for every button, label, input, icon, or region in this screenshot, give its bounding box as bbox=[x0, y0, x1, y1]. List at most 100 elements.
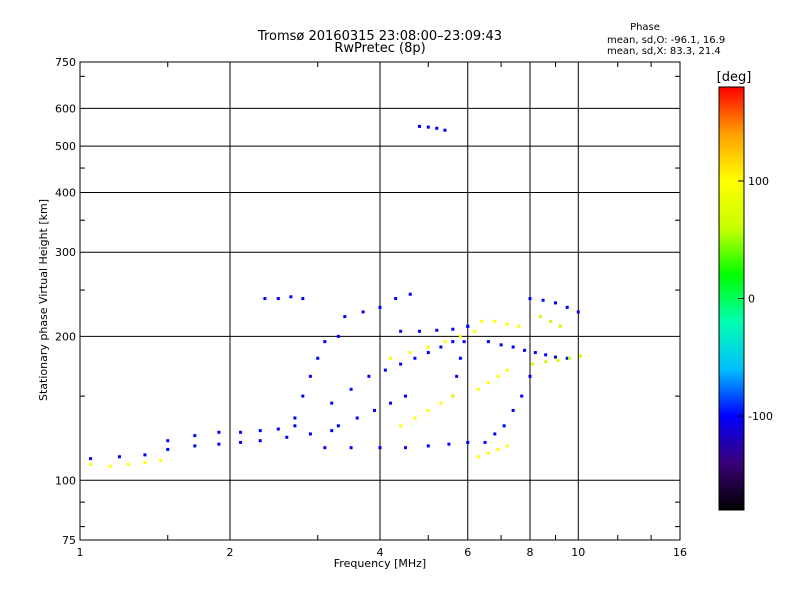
data-point bbox=[556, 359, 560, 363]
data-point bbox=[451, 327, 455, 331]
data-point bbox=[403, 394, 407, 398]
data-point bbox=[193, 434, 197, 438]
data-point bbox=[493, 432, 497, 436]
data-point bbox=[166, 447, 170, 451]
data-point bbox=[330, 429, 334, 433]
data-point bbox=[349, 387, 353, 391]
chart-subtitle: RwPretec (8p) bbox=[334, 41, 425, 56]
data-point bbox=[523, 348, 527, 352]
data-point bbox=[480, 319, 484, 323]
data-point bbox=[413, 356, 417, 360]
data-point bbox=[349, 446, 353, 450]
data-point bbox=[553, 301, 557, 305]
colorbar-label: [deg] bbox=[717, 70, 752, 85]
data-point bbox=[399, 362, 403, 366]
data-point bbox=[89, 457, 93, 461]
data-point bbox=[578, 354, 582, 358]
data-point bbox=[505, 444, 509, 448]
data-point bbox=[239, 430, 243, 434]
data-point bbox=[258, 429, 262, 433]
data-point bbox=[565, 356, 569, 360]
data-point bbox=[565, 305, 569, 309]
data-point bbox=[330, 401, 334, 405]
data-point bbox=[447, 442, 451, 446]
data-point bbox=[520, 394, 524, 398]
x-axis-label: Frequency [MHz] bbox=[334, 557, 426, 570]
data-point bbox=[408, 292, 412, 296]
y-tick-label: 600 bbox=[55, 102, 76, 115]
x-tick-label: 16 bbox=[673, 546, 687, 559]
data-point bbox=[117, 455, 121, 459]
data-point bbox=[408, 351, 412, 355]
data-point bbox=[417, 124, 421, 128]
data-point bbox=[217, 430, 221, 434]
data-point bbox=[528, 297, 532, 301]
phase-stats-x: mean, sd,X: 83.3, 21.4 bbox=[607, 46, 721, 57]
data-point bbox=[476, 387, 480, 391]
data-point bbox=[193, 444, 197, 448]
x-tick-label: 10 bbox=[571, 546, 585, 559]
data-point bbox=[439, 401, 443, 405]
data-point bbox=[308, 374, 312, 378]
data-point bbox=[355, 416, 359, 420]
colorbar-tick-label: -100 bbox=[748, 410, 773, 423]
data-point bbox=[544, 360, 548, 364]
data-point bbox=[511, 408, 515, 412]
data-point bbox=[323, 446, 327, 450]
grid-lines bbox=[80, 62, 680, 540]
data-point bbox=[458, 356, 462, 360]
data-point bbox=[483, 440, 487, 444]
y-tick-label: 500 bbox=[55, 140, 76, 153]
data-point bbox=[316, 356, 320, 360]
data-point bbox=[439, 345, 443, 349]
data-point bbox=[511, 345, 515, 349]
data-point bbox=[435, 328, 439, 332]
data-point bbox=[399, 329, 403, 333]
phase-heading: Phase bbox=[630, 22, 660, 33]
data-point bbox=[486, 340, 490, 344]
y-tick-label: 400 bbox=[55, 186, 76, 199]
data-point bbox=[399, 424, 403, 428]
data-point bbox=[343, 315, 347, 319]
data-point bbox=[443, 340, 447, 344]
colorbar-tick-label: 0 bbox=[748, 293, 755, 306]
y-tick-label: 750 bbox=[55, 56, 76, 69]
data-point bbox=[496, 374, 500, 378]
data-point bbox=[473, 329, 477, 333]
data-point bbox=[389, 356, 393, 360]
data-points bbox=[89, 124, 582, 468]
data-point bbox=[458, 334, 462, 338]
x-tick-label: 2 bbox=[227, 546, 234, 559]
data-point bbox=[263, 297, 267, 301]
data-point bbox=[576, 310, 580, 314]
data-point bbox=[301, 394, 305, 398]
data-point bbox=[558, 324, 562, 328]
phase-stats-o: mean, sd,O: -96.1, 16.9 bbox=[607, 35, 725, 46]
data-point bbox=[496, 447, 500, 451]
y-tick-label: 100 bbox=[55, 474, 76, 487]
data-point bbox=[126, 462, 130, 466]
data-point bbox=[499, 343, 503, 347]
data-point bbox=[301, 297, 305, 301]
data-point bbox=[413, 416, 417, 420]
data-point bbox=[426, 444, 430, 448]
data-point bbox=[108, 464, 112, 468]
data-point bbox=[289, 295, 293, 299]
data-point bbox=[336, 424, 340, 428]
data-point bbox=[539, 315, 543, 319]
axis-ticks: 1 2 4 6 8 10 16 75 100 200 300 400 500 600 750 bbox=[55, 56, 687, 559]
data-point bbox=[323, 340, 327, 344]
y-tick-label: 75 bbox=[62, 534, 76, 547]
data-point bbox=[435, 126, 439, 130]
data-point bbox=[239, 440, 243, 444]
data-point bbox=[486, 381, 490, 385]
data-point bbox=[336, 334, 340, 338]
data-point bbox=[143, 453, 147, 457]
data-point bbox=[549, 319, 553, 323]
data-point bbox=[89, 462, 93, 466]
data-point bbox=[541, 298, 545, 302]
data-point bbox=[258, 439, 262, 443]
chart-title: Tromsø 20160315 23:08:00–23:09:43 bbox=[257, 29, 502, 44]
x-tick-label: 1 bbox=[77, 546, 84, 559]
data-point bbox=[373, 408, 377, 412]
